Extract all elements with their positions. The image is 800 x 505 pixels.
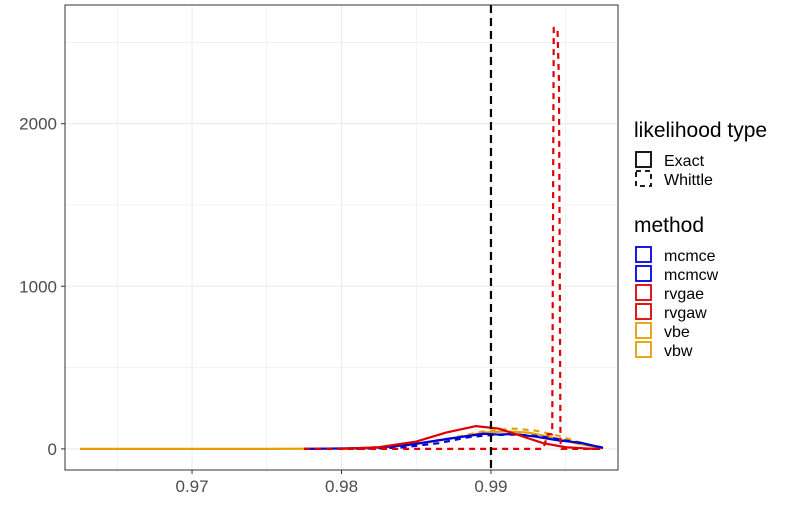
legend-label: Whittle	[664, 172, 713, 189]
legend-label: Exact	[664, 153, 705, 170]
legend-key-rvgaw	[635, 303, 652, 320]
legend-title-method: method	[634, 214, 704, 237]
legend: likelihood type Exact Whittle method mcmce mc…	[634, 119, 767, 360]
legend-label: mcmce	[664, 248, 716, 265]
legend-key-whittle	[635, 170, 652, 187]
legend-key-rvgae	[635, 284, 652, 301]
axes: 0.97 0.98 0.99 0 1000 2000	[19, 115, 507, 496]
legend-label: mcmcw	[664, 267, 719, 284]
legend-key-vbw	[635, 341, 652, 358]
legend-label: rvgae	[664, 286, 704, 303]
legend-label: vbw	[664, 343, 693, 360]
legend-key-mcmce	[635, 246, 652, 263]
y-tick-label: 2000	[19, 115, 57, 134]
y-tick-label: 1000	[19, 277, 57, 296]
legend-label: vbe	[664, 324, 690, 341]
legend-key-exact	[635, 151, 652, 168]
legend-title-likelihood: likelihood type	[634, 119, 767, 142]
x-tick-label: 0.97	[175, 477, 208, 496]
series-line-rvgaw	[304, 26, 604, 450]
series-line-rvgae	[341, 425, 596, 450]
series-layer	[79, 26, 604, 450]
x-tick-label: 0.99	[474, 477, 507, 496]
x-tick-label: 0.98	[325, 477, 358, 496]
y-tick-label: 0	[48, 440, 57, 459]
legend-label: rvgaw	[664, 305, 707, 322]
series-line-mcmcw	[356, 433, 604, 450]
legend-key-mcmcw	[635, 265, 652, 282]
legend-key-vbe	[635, 322, 652, 339]
series-line-vbw	[304, 427, 604, 450]
